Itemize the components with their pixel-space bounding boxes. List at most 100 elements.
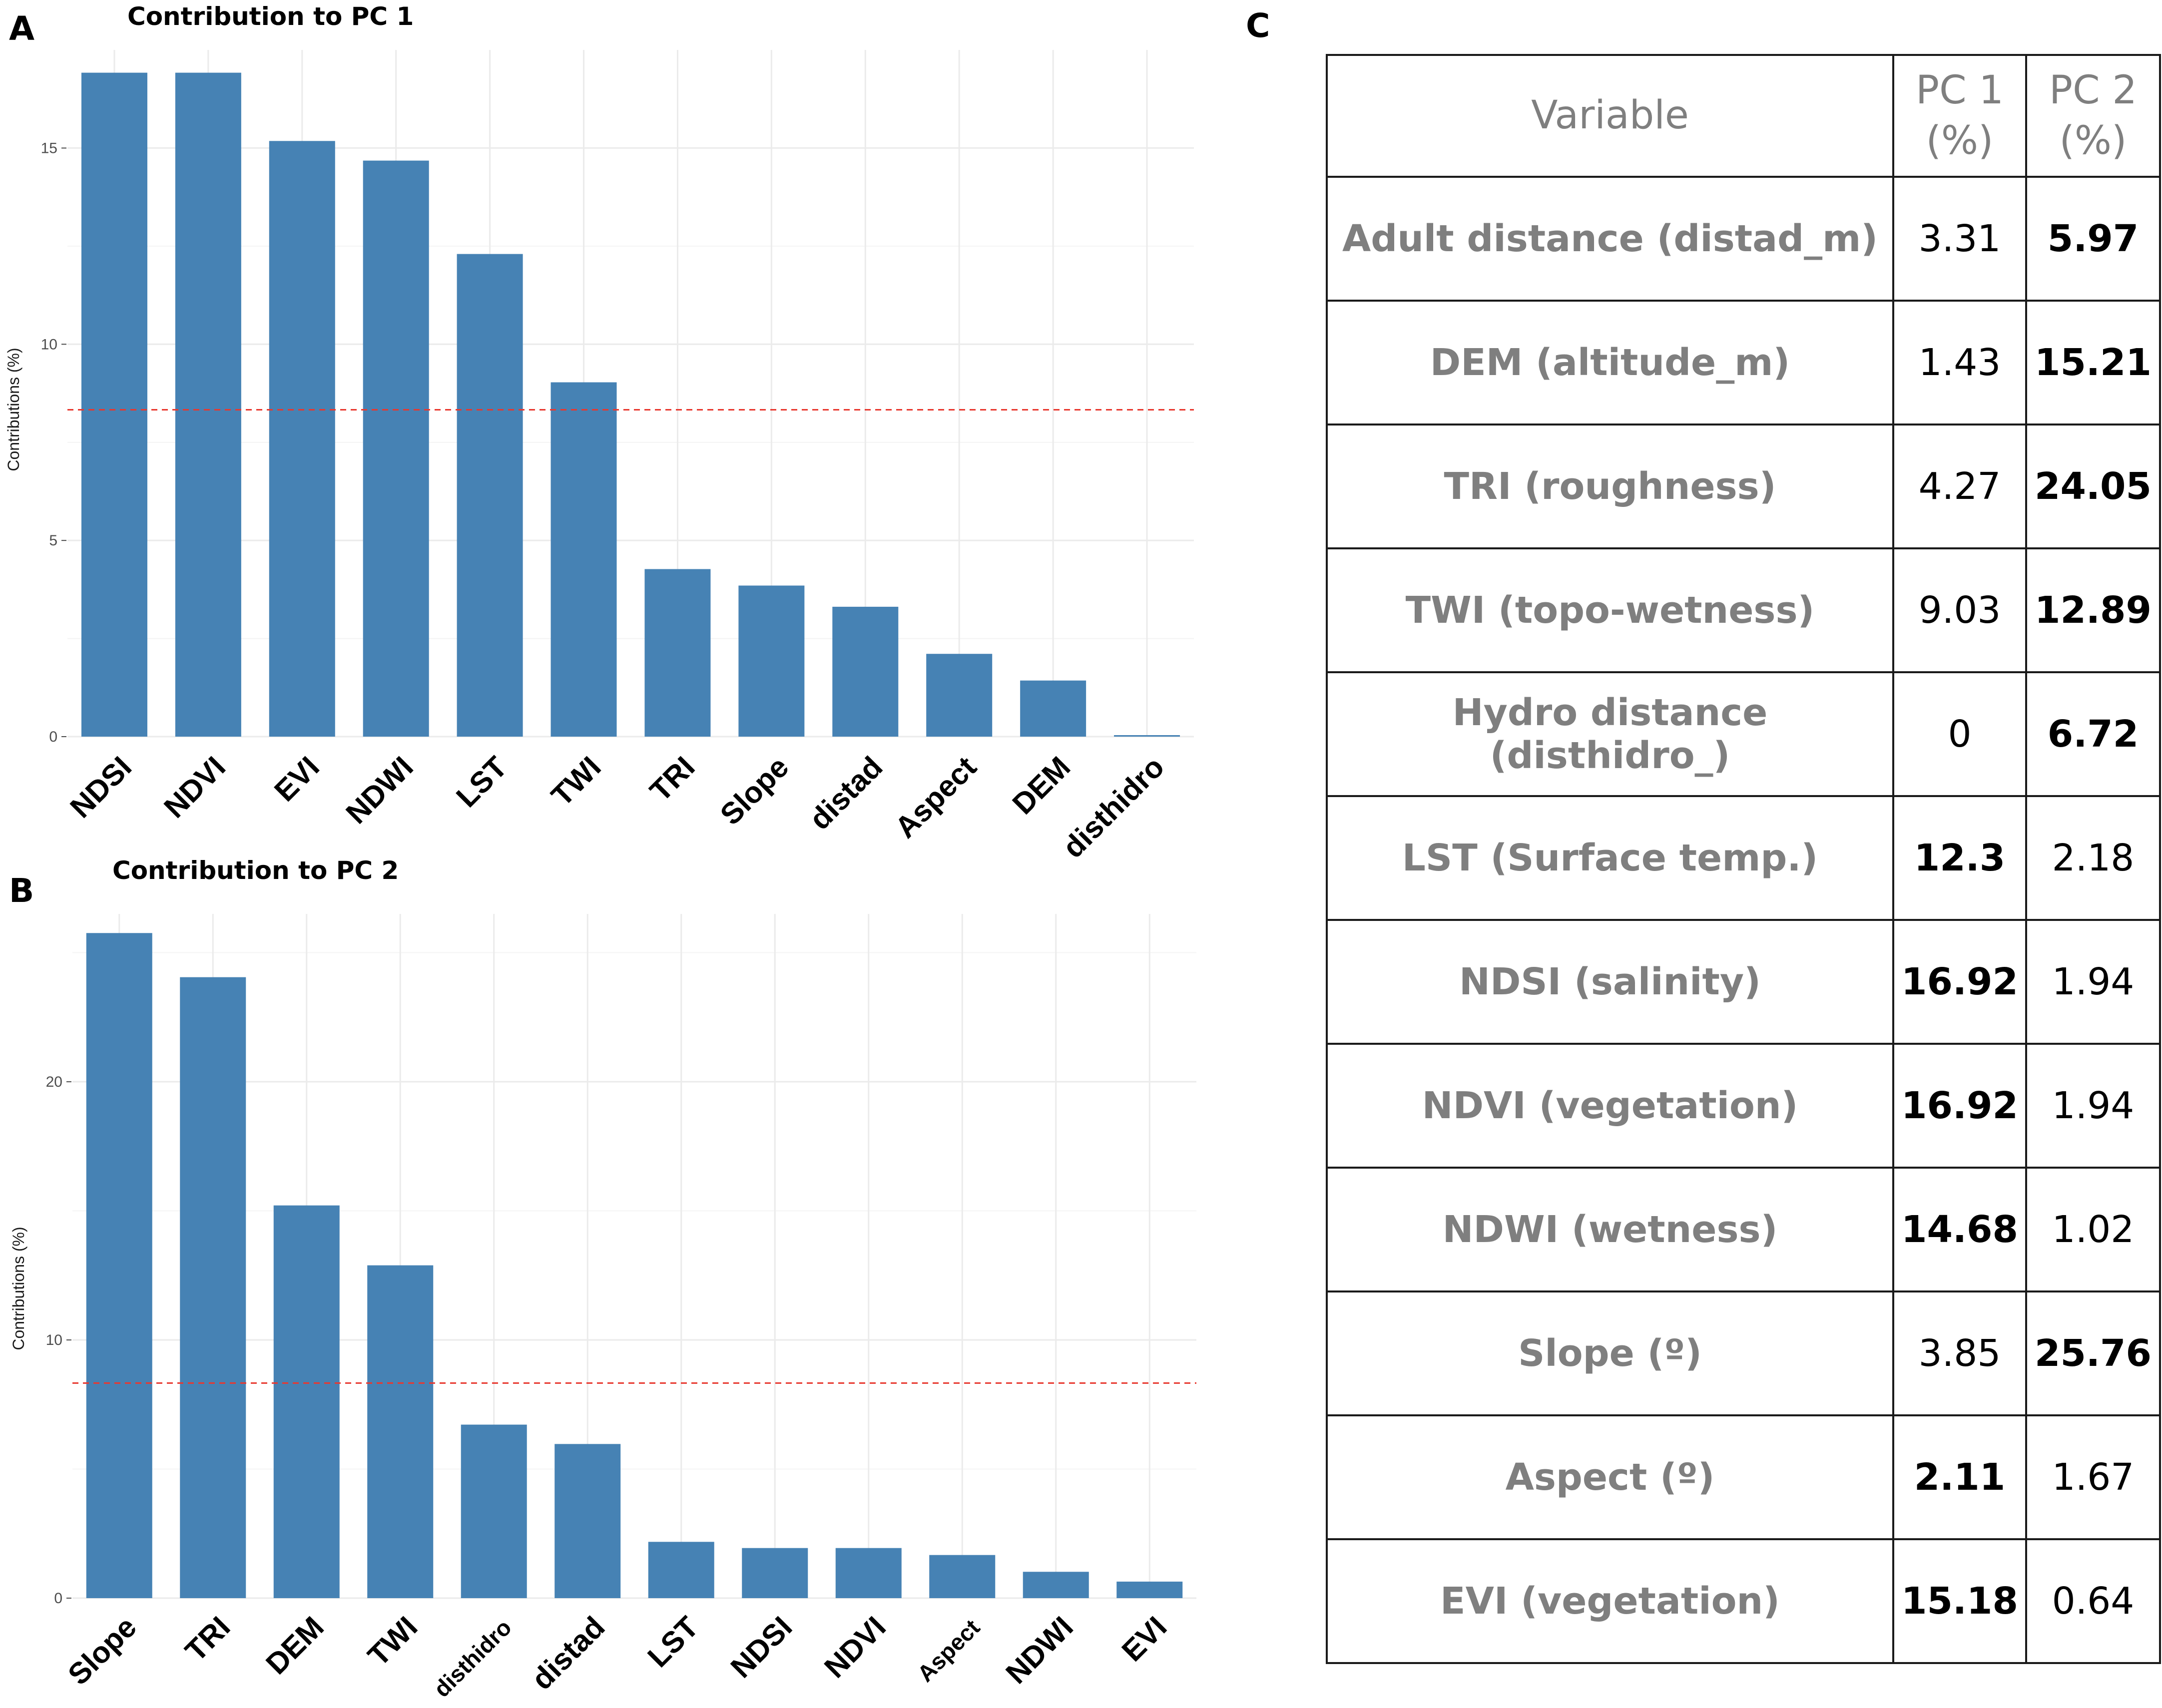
x-tick-label-pc1-evi: EVI (268, 750, 326, 808)
y-tick-label: 20 (46, 1074, 62, 1090)
x-tick-label-pc2-distad: distad (525, 1610, 611, 1696)
bar-pc2-evi (1116, 1581, 1183, 1598)
x-tick-label-pc2-dem: DEM (259, 1610, 330, 1681)
header-pc1: PC 1 (%) (1892, 54, 2027, 178)
x-tick-label-pc2-slope: Slope (61, 1610, 143, 1692)
cell-pc1: 0 (1892, 671, 2027, 797)
y-axis-label-pc1: Contributions (%) (4, 348, 22, 471)
cell-variable: TRI (roughness) (1326, 424, 1894, 549)
cell-variable: LST (Surface temp.) (1326, 795, 1894, 921)
chart-pc2-x-axis: Slope TRI DEM TWI disthidro distad LST NDSI NDVI… (61, 1610, 1173, 1702)
x-tick-label-pc2-aspect: Aspect (912, 1614, 985, 1687)
chart-pc2: Contribution to PC 2 0 10 20 Slope TRI DEM TW… (9, 856, 1196, 1702)
cell-pc1: 3.31 (1892, 176, 2027, 302)
cell-pc2: 1.67 (2025, 1414, 2161, 1540)
cell-pc2: 5.97 (2025, 176, 2161, 302)
cell-variable: Aspect (º) (1326, 1414, 1894, 1540)
table-row: Aspect (º) 2.11 1.67 (1326, 1414, 2161, 1540)
cell-pc1: 15.18 (1892, 1538, 2027, 1664)
x-tick-label-pc2-tri: TRI (179, 1610, 237, 1668)
chart-pc1-x-axis: NDSI NDVI EVI NDWI LST TWI TRI Slope distad Aspec… (63, 750, 1170, 864)
cell-pc1: 1.43 (1892, 300, 2027, 426)
contribution-table: Variable PC 1 (%) PC 2 (%) Adult distanc… (1326, 54, 2161, 1664)
table-row: Adult distance (distad_m) 3.31 5.97 (1326, 176, 2161, 302)
header-variable: Variable (1326, 54, 1894, 178)
y-tick-label: 10 (41, 336, 57, 353)
table-row: EVI (vegetation) 15.18 0.64 (1326, 1538, 2161, 1664)
cell-pc2: 1.94 (2025, 1043, 2161, 1169)
header-pc2: PC 2 (%) (2025, 54, 2161, 178)
cell-pc2: 15.21 (2025, 300, 2161, 426)
x-tick-label-pc1-aspect: Aspect (889, 750, 983, 845)
x-tick-label-pc1-ndwi: NDWI (339, 750, 419, 830)
table-row: TWI (topo-wetness) 9.03 12.89 (1326, 547, 2161, 673)
bar-pc1-ndvi (175, 72, 241, 737)
table-row: LST (Surface temp.) 12.3 2.18 (1326, 795, 2161, 921)
cell-pc1: 9.03 (1892, 547, 2027, 673)
x-tick-label-pc1-ndvi: NDVI (157, 750, 232, 825)
y-tick-label: 5 (49, 532, 57, 549)
bar-pc1-evi (269, 141, 335, 737)
bar-pc2-dem (273, 1205, 340, 1598)
bar-pc2-lst (648, 1542, 714, 1598)
bar-pc1-slope (738, 585, 805, 737)
cell-variable: EVI (vegetation) (1326, 1538, 1894, 1664)
chart-title-pc2: Contribution to PC 2 (112, 856, 399, 885)
bar-pc1-distad (832, 606, 899, 737)
x-tick-label-pc1-distad: distad (803, 750, 889, 836)
cell-pc2: 1.02 (2025, 1167, 2161, 1292)
bar-pc2-slope (86, 933, 152, 1598)
bar-pc2-ndsi (742, 1548, 808, 1598)
table-header-row: Variable PC 1 (%) PC 2 (%) (1326, 54, 2161, 178)
chart-pc1-bars (67, 72, 1194, 737)
cell-pc1: 14.68 (1892, 1167, 2027, 1292)
y-axis-label-pc2: Contributions (%) (9, 1227, 27, 1350)
bar-pc2-distad (554, 1444, 621, 1598)
bar-pc2-tri (180, 977, 246, 1598)
chart-title-pc1: Contribution to PC 1 (127, 2, 414, 31)
bar-pc2-ndwi (1023, 1572, 1089, 1598)
y-tick-label: 0 (49, 729, 57, 745)
table-row: NDSI (salinity) 16.92 1.94 (1326, 919, 2161, 1045)
bar-pc1-ndwi (363, 160, 429, 737)
cell-pc1: 12.3 (1892, 795, 2027, 921)
bar-pc2-twi (367, 1265, 434, 1598)
x-tick-label-pc1-disthidro: disthidro (1056, 750, 1170, 864)
chart-pc1-y-axis: 0 5 10 15 (41, 140, 66, 745)
cell-variable: TWI (topo-wetness) (1326, 547, 1894, 673)
x-tick-label-pc1-dem: DEM (1006, 750, 1077, 821)
cell-variable: DEM (altitude_m) (1326, 300, 1894, 426)
bar-pc1-tri (644, 569, 711, 737)
table-row: Hydro distance (disthidro_) 0 6.72 (1326, 671, 2161, 797)
x-tick-label-pc2-ndwi: NDWI (999, 1610, 1079, 1690)
cell-pc2: 24.05 (2025, 424, 2161, 549)
panel-label-a: A (9, 9, 34, 48)
cell-pc1: 16.92 (1892, 919, 2027, 1045)
bar-pc2-disthidro (461, 1424, 527, 1598)
cell-pc1: 16.92 (1892, 1043, 2027, 1169)
cell-pc2: 2.18 (2025, 795, 2161, 921)
table-row: DEM (altitude_m) 1.43 15.21 (1326, 300, 2161, 426)
cell-pc2: 0.64 (2025, 1538, 2161, 1664)
panel-label-b: B (9, 871, 34, 910)
x-tick-label-pc2-ndvi: NDVI (818, 1610, 892, 1685)
bar-pc1-disthidro (1114, 735, 1180, 737)
bar-pc1-dem (1020, 680, 1086, 737)
x-tick-label-pc1-ndsi: NDSI (63, 750, 138, 825)
panel-label-c: C (1246, 6, 1270, 45)
cell-pc2: 6.72 (2025, 671, 2161, 797)
cell-variable: NDSI (salinity) (1326, 919, 1894, 1045)
cell-variable: Slope (º) (1326, 1290, 1894, 1416)
x-tick-label-pc2-disthidro: disthidro (429, 1614, 517, 1702)
bar-pc1-lst (457, 254, 523, 737)
cell-variable: NDWI (wetness) (1326, 1167, 1894, 1292)
y-tick-label: 15 (41, 140, 57, 156)
cell-pc2: 12.89 (2025, 547, 2161, 673)
chart-pc1: Contribution to PC 1 0 5 10 15 NDSI NDVI EVI N… (4, 2, 1194, 864)
x-tick-label-pc2-ndsi: NDSI (724, 1610, 799, 1685)
x-tick-label-pc2-evi: EVI (1115, 1610, 1173, 1668)
x-tick-label-pc2-lst: LST (641, 1610, 705, 1674)
cell-variable: Adult distance (distad_m) (1326, 176, 1894, 302)
bar-pc1-aspect (926, 654, 993, 737)
cell-variable: NDVI (vegetation) (1326, 1043, 1894, 1169)
